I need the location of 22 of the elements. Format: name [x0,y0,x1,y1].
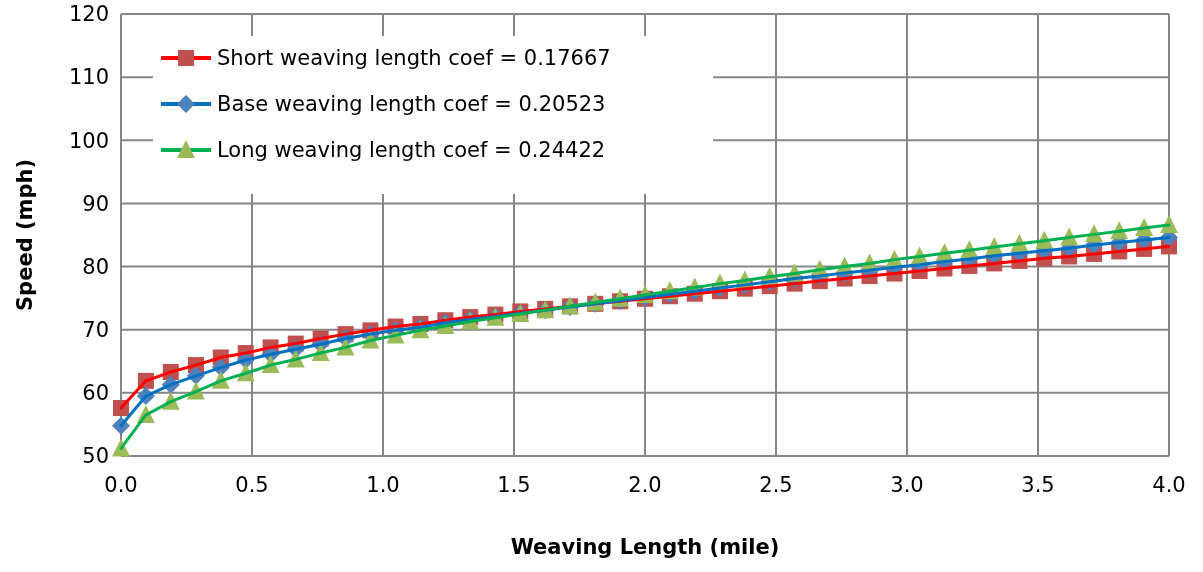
y-tick-label: 100 [68,128,109,153]
legend-label: Long weaving length coef = 0.24422 [217,138,606,163]
x-tick-label: 0.0 [104,473,138,497]
y-tick-label: 120 [68,2,109,27]
y-tick-label: 60 [82,381,109,406]
y-tick-label: 110 [68,65,109,90]
x-tick-label: 1.0 [366,473,400,497]
y-tick-label: 90 [82,191,109,216]
x-tick-label: 2.0 [628,473,662,497]
x-tick-label: 3.0 [890,473,924,497]
x-tick-label: 3.5 [1021,473,1055,497]
y-tick-label: 80 [82,254,109,279]
y-tick-label: 70 [82,318,109,343]
legend-label: Short weaving length coef = 0.17667 [217,46,611,71]
x-tick-label: 0.5 [235,473,269,497]
legend-label: Base weaving length coef = 0.20523 [217,92,606,117]
x-tick-label: 2.5 [759,473,793,497]
y-axis-title: Speed (mph) [13,158,37,312]
x-axis-title: Weaving Length (mile) [510,535,780,559]
y-tick-label: 50 [82,444,109,469]
x-tick-label: 4.0 [1152,473,1186,497]
x-tick-label: 1.5 [497,473,531,497]
